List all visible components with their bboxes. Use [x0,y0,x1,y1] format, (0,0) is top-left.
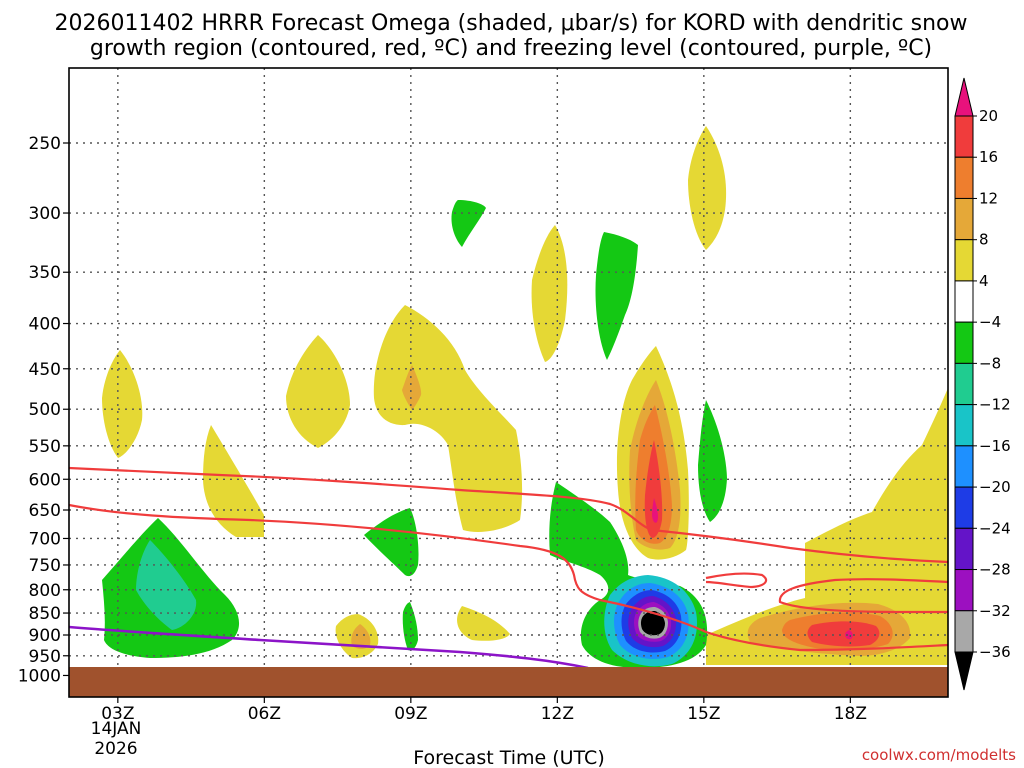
x-tick-label: 03Z [101,704,134,724]
colorbar-swatch [954,486,974,529]
y-tick-label: 650 [29,501,61,521]
y-tick-label: 250 [29,134,61,154]
y-tick-label: 300 [29,204,61,224]
colorbar-swatch [954,321,974,364]
colorbar-label: −8 [979,354,1001,372]
y-tick-label: 600 [29,470,61,490]
colorbar-label: 4 [979,272,989,290]
omega-fill-green-0915z [402,602,418,651]
plot-frame [68,67,949,698]
colorbar-label: 8 [979,231,989,249]
temperature-contours [68,466,949,670]
y-tick-label: 500 [29,400,61,420]
omega-fill-yellow-1530z [688,126,727,250]
dendritic-contour-loop [705,572,768,589]
omega-fill-yellow-1630z [706,388,948,665]
colorbar-label: −16 [979,437,1011,455]
y-tick-label: 450 [29,360,61,380]
omega-fill-gold-08z [351,624,371,649]
omega-colorbar: 20 16 12 8 4 −4 −8 −12 −16 −20 −24 −28 −32 −36 [954,77,1011,691]
colorbar-swatch [954,77,974,117]
dendritic-contour-lower2 [778,578,949,614]
ground-surface [69,667,948,697]
colorbar-swatch [954,280,974,323]
x-tick-label: 15Z [687,704,720,724]
date-label-line2: 2026 [94,739,137,759]
colorbar-swatch [954,610,974,653]
colorbar-label: −36 [979,643,1011,661]
freezing-level-contour [68,625,589,670]
x-axis-label: Forecast Time (UTC) [413,747,604,768]
colorbar-swatch [954,362,974,406]
dendritic-contour-upper [68,466,949,564]
omega-fill-magenta-14z [652,498,658,523]
omega-fill-yellow-0930z [457,606,510,641]
omega-fill-red-14z [644,440,663,538]
colorbar-swatch [954,115,974,158]
colorbar-label: −12 [979,396,1011,414]
colorbar-swatch [954,569,974,612]
chart-title-line2: growth region (contoured, red, ºC) and f… [90,36,932,61]
y-tick-label: 700 [29,529,61,549]
y-tick-label: 750 [29,556,61,576]
colorbar-label: −32 [979,602,1011,620]
ground-surface-top [69,667,948,673]
omega-fill-gold-09z [402,365,422,410]
omega-fill-yellow-03z [102,350,143,458]
omega-fill-yellow-11z [531,225,568,362]
x-tick-label: 09Z [394,704,427,724]
dendritic-contour-lower [68,503,949,652]
y-tick-label: 350 [29,263,61,283]
y-tick-label: 900 [29,626,61,646]
y-tick-label: 550 [29,437,61,457]
chart-title-line1: 2026011402 HRRR Forecast Omega (shaded, … [55,11,968,36]
colorbar-swatch [954,156,974,199]
y-tick-label: 950 [29,647,61,667]
colorbar-swatch [954,651,974,691]
y-tick-label: 800 [29,581,61,601]
colorbar-label: −4 [979,313,1001,331]
credit-link[interactable]: coolwx.com/modelts [862,746,1016,764]
omega-fill-seafoam-04z [136,540,197,630]
omega-fill-green-1015z [451,200,486,247]
colorbar-swatch [954,445,974,488]
omega-fill-black [640,611,665,636]
colorbar-label: 12 [979,189,998,207]
omega-fill-yellow-05z [203,425,264,537]
omega-fill-green-09z [364,508,419,577]
omega-fill-red-18z [807,621,880,647]
omega-fill-yellow-09z [373,305,523,532]
colorbar-label: −20 [979,478,1011,496]
colorbar-label: −24 [979,519,1011,537]
colorbar-label: −28 [979,561,1011,579]
colorbar-swatch [954,197,974,241]
x-tick-label: 12Z [541,704,574,724]
y-axis: 2503003504004505005506006507007508008509… [18,134,69,686]
colorbar-swatch [954,239,974,282]
y-tick-label: 1000 [18,666,61,686]
omega-fill-yellow-07z [286,335,350,448]
omega-fill-green-1330z [595,232,638,360]
y-tick-label: 850 [29,604,61,624]
colorbar-label: 16 [979,148,998,166]
colorbar-label: 20 [979,107,998,125]
x-axis: 03Z 06Z 09Z 12Z 15Z 18Z [101,697,867,724]
omega-fill-green-15z [698,400,727,522]
x-tick-label: 18Z [834,704,867,724]
colorbar-swatch [954,527,974,571]
colorbar-swatch [954,404,974,447]
y-tick-label: 400 [29,315,61,335]
omega-shading [102,126,948,668]
x-tick-label: 06Z [248,704,281,724]
date-label-line1: 14JAN [91,719,142,739]
